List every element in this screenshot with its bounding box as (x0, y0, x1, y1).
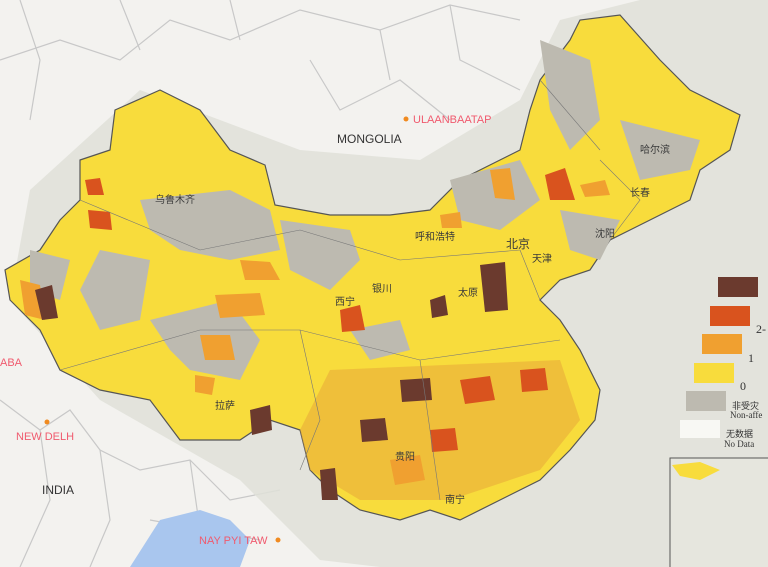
capital-dot-ulaanbaatar (403, 116, 409, 122)
country-label-mongolia: MONGOLIA (337, 132, 402, 146)
legend-label: 2- (756, 322, 766, 336)
capital-label-nay-pyi-taw: NAY PYI TAW (199, 535, 268, 547)
legend-swatch-0 (694, 363, 734, 383)
inset-coast (672, 462, 720, 480)
city-label: 沈阳 (595, 227, 615, 240)
legend-swatch-1 (702, 334, 742, 354)
capital-label-new-delhi: NEW DELH (16, 431, 74, 443)
legend-label: No Data (724, 439, 754, 449)
city-label: 长春 (630, 187, 650, 199)
city-label: 呼和浩特 (415, 231, 455, 243)
province-borders (59, 79, 641, 501)
affected-areas (20, 168, 610, 500)
legend-label: Non-affe (730, 410, 762, 420)
legend-label: 0 (740, 379, 746, 393)
legend-label: 1 (748, 351, 754, 365)
city-label: 贵阳 (395, 450, 415, 463)
capital-label-kabul: ABA (0, 357, 23, 369)
legend-label: 无数据 (726, 428, 753, 439)
city-label: 乌鲁木齐 (155, 193, 195, 206)
legend: 2- 1 0 非受灾 Non-affe 无数据 No Data (680, 277, 766, 449)
city-label: 拉萨 (215, 399, 235, 412)
city-label: 天津 (532, 253, 552, 265)
legend-swatch-3plus (718, 277, 758, 297)
city-label: 太原 (458, 286, 478, 299)
legend-label: 非受灾 (732, 400, 759, 411)
capital-dot-new-delhi (44, 419, 50, 425)
city-label: 银川 (372, 282, 392, 295)
country-borders (0, 0, 521, 567)
city-labels: 乌鲁木齐 哈尔滨 长春 沈阳 呼和浩特 北京 天津 西宁 银川 太原 拉萨 贵阳… (155, 143, 670, 506)
legend-swatch-non-affected (686, 391, 726, 411)
city-label: 北京 (506, 237, 530, 251)
legend-swatch-no-data (680, 420, 720, 438)
south-china-sea-inset (669, 457, 768, 567)
legend-swatch-2 (710, 306, 750, 326)
bay-of-bengal (130, 510, 250, 567)
city-label: 西宁 (335, 295, 355, 308)
city-label: 哈尔滨 (640, 143, 670, 156)
city-label: 南宁 (445, 493, 465, 506)
capital-dot-nay-pyi-taw (275, 537, 281, 543)
capital-label-ulaanbaatar: ULAANBAATAP (413, 114, 491, 126)
country-label-india: INDIA (42, 483, 74, 497)
